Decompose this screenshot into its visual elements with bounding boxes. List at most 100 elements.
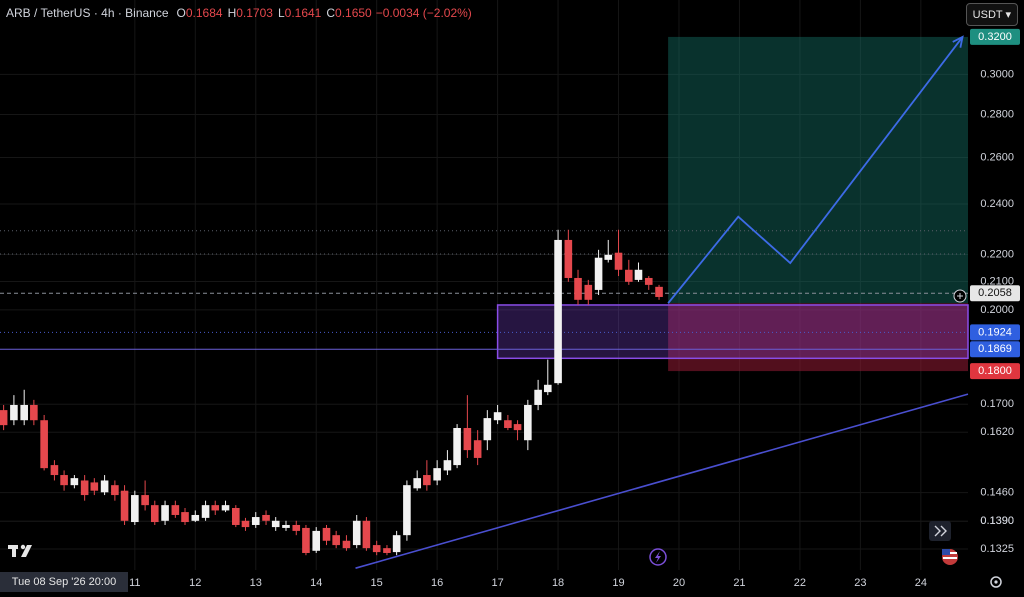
candle-body xyxy=(100,480,109,493)
candle-body xyxy=(312,530,321,551)
y-tick-label: 0.1620 xyxy=(980,426,1014,438)
candle-body xyxy=(392,535,401,553)
change: −0.0034 (−2.02%) xyxy=(375,6,472,20)
price-label: 0.2058 xyxy=(978,287,1012,299)
price-label: 0.1924 xyxy=(978,326,1012,338)
candle-body xyxy=(191,514,200,521)
y-tick-label: 0.2600 xyxy=(980,151,1014,163)
x-tick-label: 11 xyxy=(129,577,140,589)
candle-body xyxy=(161,505,169,521)
candle-body xyxy=(403,485,411,536)
trendline xyxy=(355,393,969,569)
symbol-title: ARB / TetherUS · 4h · Binance xyxy=(6,6,169,20)
x-tick-label: 23 xyxy=(854,577,866,589)
candle-body xyxy=(70,478,79,486)
y-tick-label: 0.1390 xyxy=(980,515,1014,527)
candle-body xyxy=(282,524,290,528)
candle-body xyxy=(634,269,643,280)
y-tick-label: 0.2400 xyxy=(980,198,1014,210)
target-area xyxy=(668,36,968,304)
x-tick-label: 21 xyxy=(733,577,745,589)
y-tick-label: 0.1460 xyxy=(980,487,1014,499)
candle-body xyxy=(554,239,562,384)
candle-body xyxy=(292,524,301,531)
x-tick-label: 24 xyxy=(915,577,927,589)
candle-body xyxy=(111,485,119,496)
candle-body xyxy=(383,548,391,553)
candle-body xyxy=(80,480,89,496)
stop-area xyxy=(668,303,968,372)
currency: USDT xyxy=(972,9,1003,21)
ohlc-key: H xyxy=(227,6,237,20)
ohlc-value: 0.1641 xyxy=(284,6,322,20)
candle-body xyxy=(232,507,240,525)
candle-body xyxy=(150,505,159,523)
currency-button[interactable]: USDT ▾ xyxy=(965,3,1018,26)
projection-path xyxy=(667,36,964,304)
ohlc-item: O0.1684 xyxy=(177,6,223,20)
candle-body xyxy=(30,404,38,421)
x-tick-label: 17 xyxy=(491,577,503,589)
x-tick-label: 22 xyxy=(794,577,806,589)
demand-zone xyxy=(496,304,969,360)
candle-body xyxy=(655,286,663,297)
candle-body xyxy=(413,478,421,489)
candle-body xyxy=(504,420,512,428)
ohlc-item: L0.1641 xyxy=(278,6,321,20)
price-label-box xyxy=(970,285,1020,302)
ohlc-value: 0.1650 xyxy=(335,6,372,20)
candle-body xyxy=(483,418,492,441)
candle-body xyxy=(302,527,310,553)
candle-body xyxy=(211,505,220,511)
lightning-icon[interactable] xyxy=(649,548,667,566)
x-tick-label: 20 xyxy=(673,577,685,589)
scroll-button[interactable] xyxy=(929,521,951,541)
candle-body xyxy=(141,495,149,506)
x-tick-label: 12 xyxy=(189,577,201,589)
price-label-box xyxy=(970,324,1020,341)
candle-body xyxy=(463,427,472,451)
x-tick-label: 18 xyxy=(552,577,564,589)
price-label: 0.3200 xyxy=(978,31,1012,43)
settings-icon[interactable] xyxy=(990,576,1002,588)
y-tick-label: 0.3000 xyxy=(980,68,1014,80)
candle-body xyxy=(20,404,28,421)
ohlc-key: C xyxy=(326,6,336,20)
y-tick-label: 0.2200 xyxy=(980,248,1014,260)
candle-body xyxy=(534,389,542,405)
header: ARB / TetherUS · 4h · Binance O0.1684 H0.… xyxy=(6,6,472,20)
add-button[interactable] xyxy=(953,289,967,303)
ohlc-item: H0.1703 xyxy=(228,6,273,20)
candle-body xyxy=(251,517,260,525)
candle-body xyxy=(241,520,250,528)
candle-body xyxy=(604,254,613,260)
candle-body xyxy=(322,527,331,541)
price-label-box xyxy=(970,363,1020,380)
ohlc-value: 0.1684 xyxy=(185,6,223,20)
candle-body xyxy=(614,252,623,270)
candle-body xyxy=(433,468,441,481)
y-tick-label: 0.1700 xyxy=(980,398,1014,410)
y-tick-label: 0.1325 xyxy=(980,543,1014,555)
candle-body xyxy=(50,465,59,476)
candle-body xyxy=(262,514,270,521)
price-label: 0.1800 xyxy=(978,365,1012,377)
ohlc-key: L xyxy=(277,6,285,20)
price-label: 0.1869 xyxy=(978,343,1012,355)
candle-body xyxy=(493,412,502,421)
candle-body xyxy=(513,424,522,431)
candle-body xyxy=(0,410,8,426)
price-label-box xyxy=(970,341,1020,358)
ohlc-item: C0.1650 xyxy=(326,6,371,20)
candle-body xyxy=(453,427,461,466)
candle-body xyxy=(10,404,18,421)
candle-body xyxy=(443,460,452,471)
candle-body xyxy=(625,269,633,282)
candle-body xyxy=(120,490,129,521)
crosshair-label: Tue 08 Sep '26 20:00 xyxy=(0,572,128,592)
candle-body xyxy=(594,257,603,290)
y-tick-label: 0.1390 xyxy=(980,515,1014,527)
